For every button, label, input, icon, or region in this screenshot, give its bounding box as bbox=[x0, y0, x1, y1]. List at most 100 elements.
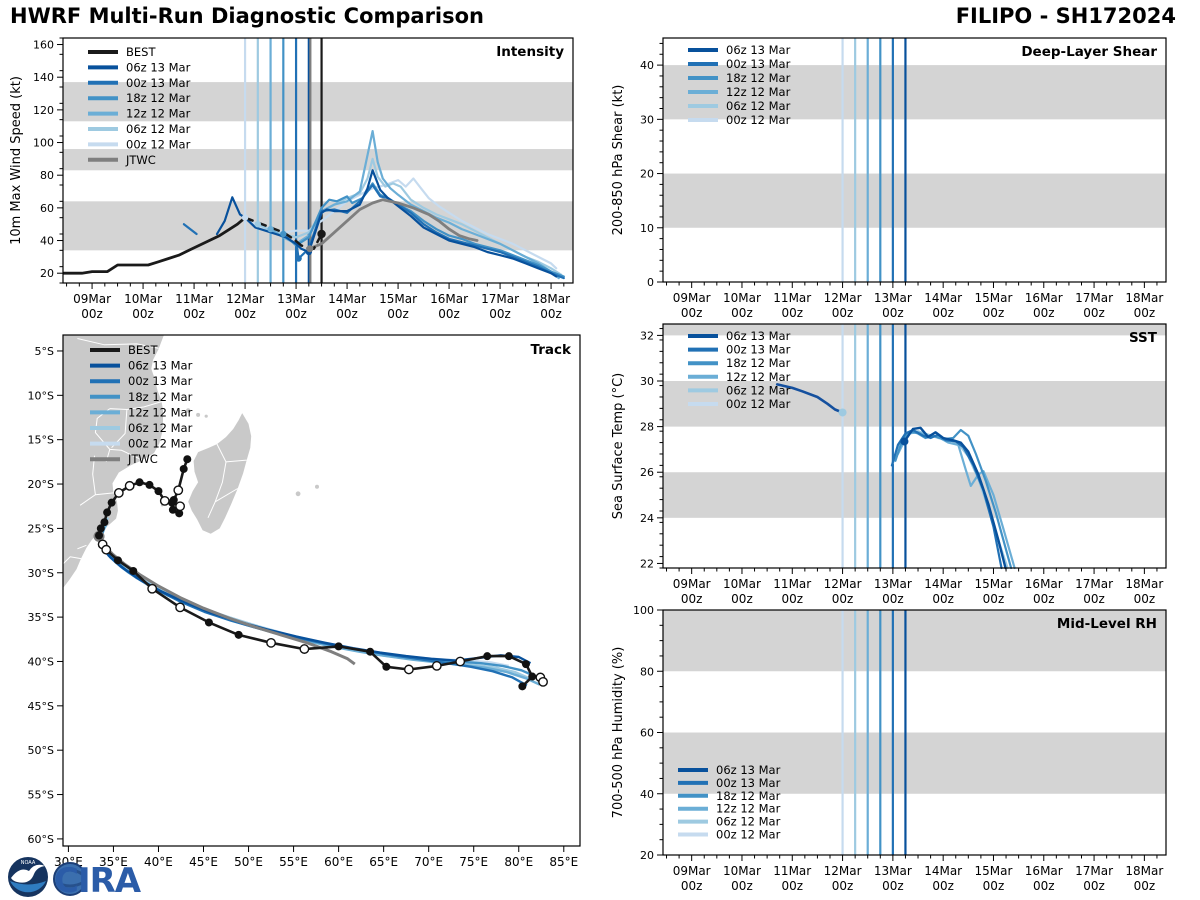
best-fix-filled bbox=[107, 498, 116, 507]
best-fix-filled bbox=[154, 487, 163, 496]
best-fix-filled bbox=[167, 498, 176, 507]
svg-text:09Mar: 09Mar bbox=[673, 291, 711, 305]
svg-text:00z: 00z bbox=[489, 307, 511, 321]
svg-text:00z: 00z bbox=[336, 307, 358, 321]
cira-label: CIRA bbox=[54, 861, 142, 900]
best-fix-open bbox=[101, 544, 112, 555]
svg-text:15Mar: 15Mar bbox=[975, 577, 1013, 591]
svg-text:40: 40 bbox=[640, 59, 654, 72]
svg-text:10°S: 10°S bbox=[28, 389, 54, 402]
svg-text:06z 13 Mar: 06z 13 Mar bbox=[716, 763, 781, 777]
svg-text:14Mar: 14Mar bbox=[924, 291, 962, 305]
svg-text:10m Max Wind Speed (kt): 10m Max Wind Speed (kt) bbox=[9, 76, 24, 245]
svg-text:26: 26 bbox=[640, 466, 654, 479]
svg-text:00z: 00z bbox=[681, 592, 703, 606]
svg-text:00z 12 Mar: 00z 12 Mar bbox=[128, 437, 193, 451]
admin-border bbox=[63, 556, 82, 565]
best-fix-open bbox=[147, 583, 158, 594]
best-fix-open bbox=[175, 501, 185, 512]
svg-text:06z 13 Mar: 06z 13 Mar bbox=[128, 359, 193, 373]
land-madagascar bbox=[188, 413, 252, 534]
svg-text:00z: 00z bbox=[1134, 592, 1156, 606]
panel-intensity: 09Mar00z10Mar00z11Mar00z12Mar00z13Mar00z… bbox=[9, 37, 574, 321]
best-fix-filled bbox=[366, 647, 375, 656]
marker-dot bbox=[306, 245, 314, 253]
svg-text:80: 80 bbox=[40, 169, 54, 182]
svg-text:18Mar: 18Mar bbox=[1125, 577, 1163, 591]
land-island bbox=[204, 414, 208, 418]
best-fix-open bbox=[455, 656, 466, 667]
best-fix-open bbox=[266, 637, 276, 648]
svg-text:17Mar: 17Mar bbox=[1075, 864, 1113, 878]
svg-text:30°S: 30°S bbox=[28, 567, 54, 580]
svg-text:14Mar: 14Mar bbox=[328, 292, 366, 306]
category-band bbox=[663, 381, 1166, 427]
svg-text:06z 13 Mar: 06z 13 Mar bbox=[726, 43, 791, 57]
svg-text:70°E: 70°E bbox=[414, 855, 443, 869]
svg-text:40: 40 bbox=[640, 788, 654, 801]
svg-text:18Mar: 18Mar bbox=[1125, 864, 1163, 878]
plot-bg bbox=[663, 324, 1166, 568]
svg-text:00z: 00z bbox=[731, 306, 753, 320]
noaa-label: NOAA bbox=[21, 860, 36, 866]
category-band bbox=[663, 472, 1166, 518]
svg-text:100: 100 bbox=[633, 604, 654, 617]
svg-text:06z 12 Mar: 06z 12 Mar bbox=[126, 122, 191, 136]
svg-text:10Mar: 10Mar bbox=[124, 292, 162, 306]
panel-rh: 09Mar00z10Mar00z11Mar00z12Mar00z13Mar00z… bbox=[611, 604, 1167, 893]
svg-text:00z: 00z bbox=[540, 307, 562, 321]
svg-text:16Mar: 16Mar bbox=[430, 292, 468, 306]
svg-text:00z: 00z bbox=[983, 592, 1005, 606]
svg-text:SST: SST bbox=[1129, 330, 1158, 346]
series-best bbox=[62, 216, 247, 275]
svg-text:18Mar: 18Mar bbox=[1125, 291, 1163, 305]
svg-text:15Mar: 15Mar bbox=[975, 291, 1013, 305]
svg-text:00z: 00z bbox=[1033, 592, 1055, 606]
admin-border bbox=[94, 408, 111, 463]
category-band bbox=[663, 324, 1166, 336]
svg-text:00z: 00z bbox=[832, 592, 854, 606]
best-fix-filled bbox=[168, 505, 177, 514]
svg-text:Sea Surface Temp (°C): Sea Surface Temp (°C) bbox=[611, 373, 626, 520]
svg-text:00z: 00z bbox=[983, 306, 1005, 320]
best-fix-filled bbox=[334, 642, 343, 651]
svg-text:16Mar: 16Mar bbox=[1025, 864, 1063, 878]
svg-text:17Mar: 17Mar bbox=[1075, 577, 1113, 591]
svg-text:00z: 00z bbox=[731, 592, 753, 606]
svg-text:45°S: 45°S bbox=[28, 700, 54, 713]
admin-border bbox=[109, 448, 143, 461]
best-fix-filled bbox=[504, 652, 513, 661]
svg-text:16Mar: 16Mar bbox=[1025, 577, 1063, 591]
svg-text:00z 13 Mar: 00z 13 Mar bbox=[126, 76, 191, 90]
best-fix-open bbox=[431, 661, 442, 671]
svg-text:140: 140 bbox=[33, 71, 54, 84]
svg-text:22: 22 bbox=[640, 557, 654, 570]
svg-text:Deep-Layer Shear: Deep-Layer Shear bbox=[1021, 44, 1157, 60]
best-fix-filled bbox=[204, 618, 213, 627]
svg-text:15Mar: 15Mar bbox=[379, 292, 417, 306]
svg-text:55°E: 55°E bbox=[279, 855, 308, 869]
svg-text:Intensity: Intensity bbox=[496, 44, 564, 60]
svg-text:00z 12 Mar: 00z 12 Mar bbox=[126, 137, 191, 151]
best-fix-filled bbox=[145, 480, 154, 489]
svg-text:BEST: BEST bbox=[126, 45, 156, 59]
category-band bbox=[63, 149, 573, 171]
svg-text:11Mar: 11Mar bbox=[773, 577, 811, 591]
category-band bbox=[663, 610, 1166, 672]
land-island bbox=[314, 484, 319, 489]
svg-text:12z 12 Mar: 12z 12 Mar bbox=[128, 405, 193, 419]
frame-intensity bbox=[62, 37, 574, 284]
series-pre-init-analysis bbox=[775, 383, 844, 414]
svg-text:5°S: 5°S bbox=[35, 345, 54, 358]
svg-text:00z 12 Mar: 00z 12 Mar bbox=[716, 828, 781, 842]
admin-border bbox=[79, 455, 96, 506]
svg-text:40°S: 40°S bbox=[28, 655, 54, 668]
best-fix-open bbox=[403, 664, 414, 675]
marker-dot bbox=[241, 214, 249, 221]
svg-text:13Mar: 13Mar bbox=[874, 577, 912, 591]
svg-text:00z: 00z bbox=[882, 879, 904, 893]
svg-text:18z 12 Mar: 18z 12 Mar bbox=[128, 390, 193, 404]
svg-text:40°E: 40°E bbox=[144, 855, 173, 869]
